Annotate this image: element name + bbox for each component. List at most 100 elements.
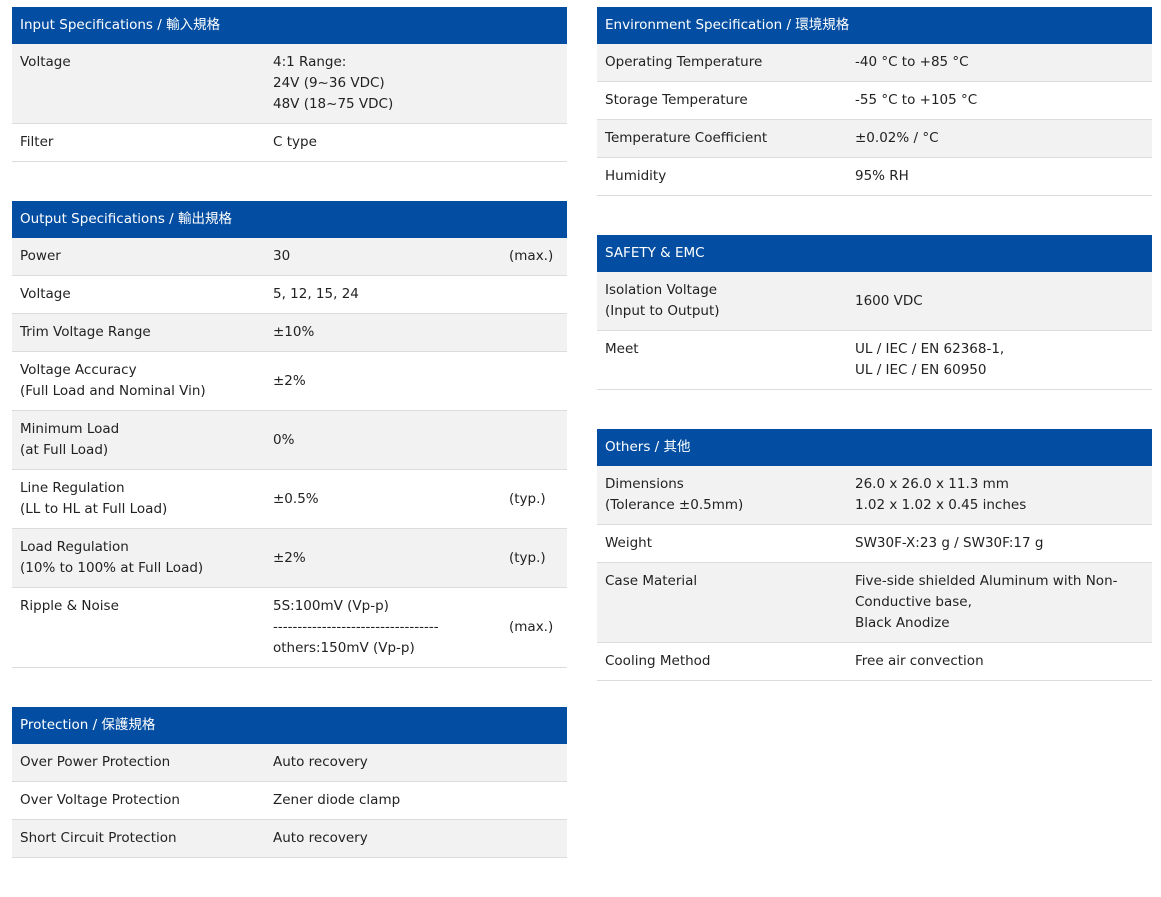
table-row: Cooling Method Free air convection	[597, 642, 1152, 681]
spec-value: C type	[265, 123, 501, 162]
spec-label-line: (at Full Load)	[20, 442, 109, 458]
spec-label-line: Dimensions	[605, 476, 684, 492]
spec-value: Zener diode clamp	[265, 781, 501, 820]
spec-label-line: (Full Load and Nominal Vin)	[20, 383, 206, 399]
table-row: Humidity 95% RH	[597, 157, 1152, 196]
spec-value: 5S:100mV (Vp-p) -------------------------…	[265, 587, 501, 668]
spec-value: Free air convection	[847, 642, 1152, 681]
spec-table-others: Others / 其他 Dimensions (Tolerance ±0.5mm) 2…	[597, 429, 1152, 681]
spec-value: 26.0 x 26.0 x 11.3 mm 1.02 x 1.02 x 0.45 …	[847, 466, 1152, 525]
spec-value-line: -40 °C to +85 °C	[855, 54, 969, 70]
table-row: Temperature Coefficient ±0.02% / °C	[597, 119, 1152, 158]
spec-note: (max.)	[501, 238, 567, 276]
spec-value-line: Auto recovery	[273, 754, 368, 770]
spec-label: Voltage Accuracy (Full Load and Nominal V…	[12, 351, 265, 411]
spec-label-line: (Input to Output)	[605, 303, 720, 319]
spec-label-line: (Tolerance ±0.5mm)	[605, 497, 744, 513]
spec-note: (max.)	[501, 587, 567, 668]
spec-label: Isolation Voltage (Input to Output)	[597, 272, 847, 331]
spec-label: Ripple & Noise	[12, 587, 265, 668]
spec-note	[501, 781, 567, 820]
table-row: Voltage 5, 12, 15, 24	[12, 275, 567, 314]
table-row: Ripple & Noise 5S:100mV (Vp-p) -----------…	[12, 587, 567, 668]
spec-value: ±0.02% / °C	[847, 119, 1152, 158]
spec-label-line: Voltage Accuracy	[20, 362, 137, 378]
spec-label-line: Weight	[605, 535, 653, 551]
spec-label: Filter	[12, 123, 265, 162]
spec-value-line: 5S:100mV (Vp-p)	[273, 598, 389, 614]
right-column: Environment Specification / 環境規格 Operatin…	[597, 7, 1152, 720]
spec-note	[501, 123, 567, 162]
spec-value-line: 48V (18~75 VDC)	[273, 96, 394, 112]
spec-value-line: Five-side shielded Aluminum with Non-	[855, 573, 1118, 589]
spec-value: Auto recovery	[265, 744, 501, 782]
table-row: Short Circuit Protection Auto recovery	[12, 819, 567, 858]
spec-label: Storage Temperature	[597, 81, 847, 120]
table-row: Meet UL / IEC / EN 62368-1, UL / IEC / EN …	[597, 330, 1152, 390]
table-row: Over Power Protection Auto recovery	[12, 744, 567, 782]
spec-label-line: Trim Voltage Range	[20, 324, 151, 340]
table-row: Voltage 4:1 Range: 24V (9~36 VDC) 48V (18~7…	[12, 44, 567, 124]
table-row: Storage Temperature -55 °C to +105 °C	[597, 81, 1152, 120]
spec-label: Meet	[597, 330, 847, 390]
spec-value-line: 0%	[273, 431, 295, 448]
spec-label: Weight	[597, 524, 847, 563]
spec-label: Cooling Method	[597, 642, 847, 681]
spec-label-line: Storage Temperature	[605, 92, 748, 108]
table-row: Voltage Accuracy (Full Load and Nominal V…	[12, 351, 567, 411]
spec-label: Short Circuit Protection	[12, 819, 265, 858]
spec-label: Line Regulation (LL to HL at Full Load)	[12, 469, 265, 529]
table-row: Over Voltage Protection Zener diode clamp	[12, 781, 567, 820]
spec-value-line: 4:1 Range:	[273, 54, 347, 70]
spec-value-line: SW30F-X:23 g / SW30F:17 g	[855, 535, 1044, 551]
spec-label-line: Voltage	[20, 286, 71, 302]
spec-value: 5, 12, 15, 24	[265, 275, 501, 314]
spec-value: ±2%	[265, 351, 501, 411]
table-row: Filter C type	[12, 123, 567, 162]
spec-label-line: Over Power Protection	[20, 754, 171, 770]
spec-label: Trim Voltage Range	[12, 313, 265, 352]
spec-value-line: Free air convection	[855, 653, 984, 669]
spec-label-line: Over Voltage Protection	[20, 792, 180, 808]
spec-label-line: (LL to HL at Full Load)	[20, 501, 168, 517]
spec-table-environment-specification: Environment Specification / 環境規格 Operatin…	[597, 7, 1152, 196]
spec-value-line: 1.02 x 1.02 x 0.45 inches	[855, 497, 1027, 513]
spec-value: 95% RH	[847, 157, 1152, 196]
spec-value-line: Zener diode clamp	[273, 792, 401, 808]
table-row: Power 30 (max.)	[12, 238, 567, 276]
spec-label-line: Filter	[20, 134, 54, 150]
section-header: Protection / 保護規格	[12, 707, 567, 744]
spec-value: ±0.5%	[265, 469, 501, 529]
spec-label-line: Meet	[605, 341, 639, 357]
spec-note	[501, 313, 567, 352]
spec-label: Humidity	[597, 157, 847, 196]
spec-note: (typ.)	[501, 469, 567, 529]
spec-value: 30	[265, 238, 501, 276]
spec-value: Auto recovery	[265, 819, 501, 858]
spec-value: -55 °C to +105 °C	[847, 81, 1152, 120]
spec-value-line: ±2%	[273, 549, 306, 566]
spec-label-line: Short Circuit Protection	[20, 830, 177, 846]
spec-value-line: UL / IEC / EN 62368-1,	[855, 341, 1005, 357]
spec-label: Operating Temperature	[597, 44, 847, 82]
spec-label: Over Voltage Protection	[12, 781, 265, 820]
table-row: Line Regulation (LL to HL at Full Load) ±0…	[12, 469, 567, 529]
spec-label-line: Cooling Method	[605, 653, 711, 669]
section-header: Environment Specification / 環境規格	[597, 7, 1152, 44]
spec-table-safety-emc: SAFETY & EMC Isolation Voltage (Input to O…	[597, 235, 1152, 390]
spec-note	[501, 410, 567, 470]
spec-value-line: 1600 VDC	[855, 292, 923, 309]
spec-value-line: Auto recovery	[273, 830, 368, 846]
spec-value-line: 26.0 x 26.0 x 11.3 mm	[855, 476, 1009, 492]
spec-label-line: Humidity	[605, 168, 667, 184]
spec-value-line: 24V (9~36 VDC)	[273, 75, 385, 91]
table-row: Dimensions (Tolerance ±0.5mm) 26.0 x 26.0 …	[597, 466, 1152, 525]
spec-label: Minimum Load (at Full Load)	[12, 410, 265, 470]
spec-label: Load Regulation (10% to 100% at Full Load…	[12, 528, 265, 588]
table-row: Trim Voltage Range ±10%	[12, 313, 567, 352]
table-row: Case Material Five-side shielded Aluminum…	[597, 562, 1152, 643]
table-row: Operating Temperature -40 °C to +85 °C	[597, 44, 1152, 82]
table-row: Load Regulation (10% to 100% at Full Load…	[12, 528, 567, 588]
spec-value-line: ±2%	[273, 372, 306, 389]
spec-label-line: Operating Temperature	[605, 54, 763, 70]
